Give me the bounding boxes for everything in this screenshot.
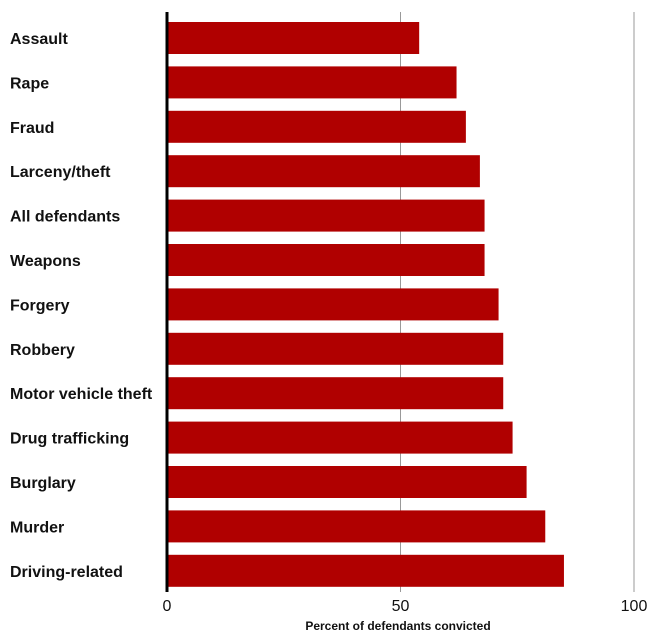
category-label: Burglary	[10, 475, 76, 492]
bar-burglary	[167, 466, 527, 498]
bar-drug-trafficking	[167, 421, 513, 454]
x-tick-labels: 0 50 100	[163, 598, 648, 615]
x-axis-title: Percent of defendants convicted	[305, 619, 490, 633]
category-label: All defendants	[10, 209, 120, 226]
bar-rape	[167, 66, 457, 99]
x-tick-label: 0	[163, 598, 172, 615]
category-label: Driving-related	[10, 564, 123, 581]
category-label: Drug trafficking	[10, 431, 129, 448]
category-label: Rape	[10, 75, 49, 92]
category-label: Weapons	[10, 253, 81, 270]
bar-murder	[167, 510, 546, 543]
bar-all-defendants	[167, 199, 485, 232]
category-label: Assault	[10, 31, 68, 48]
bar-fraud	[167, 110, 466, 143]
category-label: Murder	[10, 519, 64, 536]
category-labels: Assault Rape Fraud Larceny/theft All defenda…	[10, 31, 153, 581]
category-label: Motor vehicle theft	[10, 386, 153, 403]
x-tick-label: 100	[621, 598, 648, 615]
x-tick-label: 50	[392, 598, 410, 615]
bars	[167, 22, 564, 587]
bar-forgery	[167, 288, 499, 321]
bar-motor-vehicle-theft	[167, 377, 504, 410]
bar-weapons	[167, 244, 485, 276]
bar-assault	[167, 22, 420, 54]
category-label: Robbery	[10, 342, 75, 359]
category-label: Larceny/theft	[10, 164, 111, 181]
category-label: Fraud	[10, 120, 54, 137]
bar-larceny-theft	[167, 155, 480, 188]
category-label: Forgery	[10, 297, 70, 314]
bar-robbery	[167, 332, 504, 365]
bar-driving-related	[167, 554, 564, 587]
